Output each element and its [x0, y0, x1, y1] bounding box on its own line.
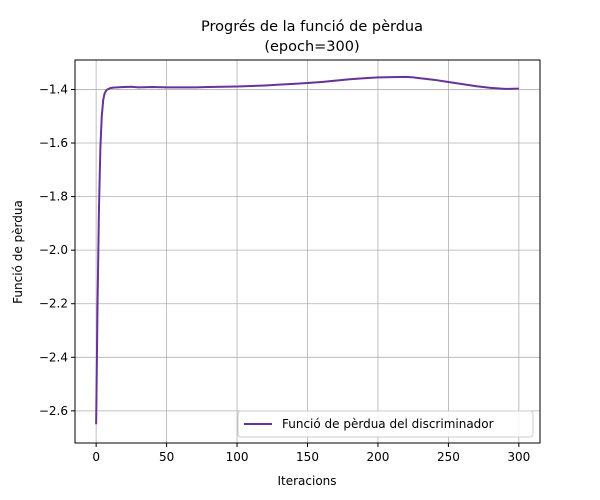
x-tick-label: 0	[92, 450, 100, 464]
x-axis-ticks: 0 50 100 150 200 250 300	[92, 443, 530, 464]
y-tick-label: −1.4	[39, 82, 68, 96]
x-tick-label: 250	[437, 450, 460, 464]
series-layer	[95, 75, 519, 425]
y-axis-ticks: −2.6 −2.4 −2.2 −2.0 −1.8 −1.6 −1.4	[39, 82, 75, 418]
legend: Funció de pèrdua del discriminador	[237, 410, 534, 438]
chart-title: Progrés de la funció de pèrdua	[201, 19, 423, 35]
y-tick-label: −2.6	[39, 404, 68, 418]
x-tick-label: 100	[226, 450, 249, 464]
y-tick-label: −1.8	[39, 190, 68, 204]
x-tick-label: 200	[367, 450, 390, 464]
chart-subtitle: (epoch=300)	[264, 39, 359, 55]
y-tick-label: −2.2	[39, 297, 68, 311]
y-tick-label: −2.0	[39, 243, 68, 257]
legend-label: Funció de pèrdua del discriminador	[282, 417, 494, 431]
grid-lines	[75, 60, 540, 443]
x-tick-label: 300	[507, 450, 530, 464]
x-tick-label: 50	[159, 450, 174, 464]
series-line	[95, 75, 519, 425]
y-axis-label: Funció de pèrdua	[11, 200, 25, 304]
y-tick-label: −1.6	[39, 136, 68, 150]
x-tick-label: 150	[296, 450, 319, 464]
x-axis-label: Iteracions	[277, 474, 336, 488]
y-tick-label: −2.4	[39, 350, 68, 364]
legend-box	[237, 410, 534, 438]
